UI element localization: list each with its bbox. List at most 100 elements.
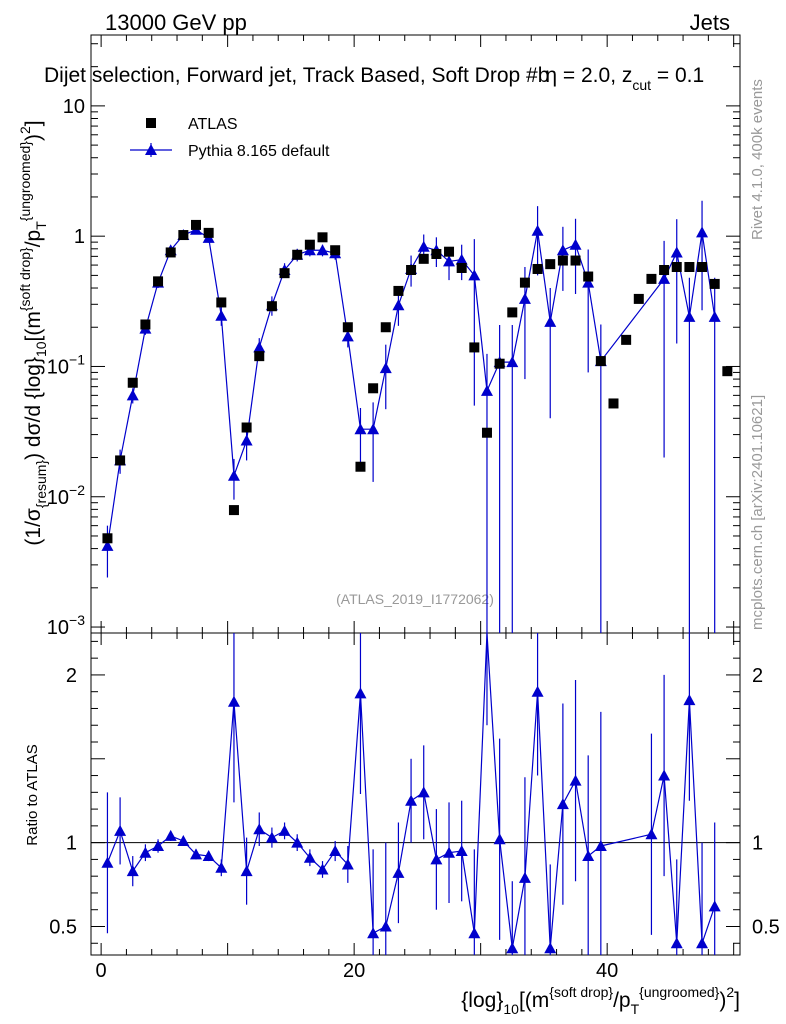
atlas-point <box>292 249 303 260</box>
ratio-point <box>341 858 354 870</box>
y-tick-exponent: −3 <box>69 612 85 628</box>
atlas-point <box>532 263 543 274</box>
atlas-point <box>241 422 252 433</box>
pythia-point <box>544 315 557 327</box>
pythia-point <box>126 389 139 401</box>
atlas-point <box>165 247 176 258</box>
x-label-b: 10 <box>503 1001 519 1017</box>
pythia-point <box>670 246 683 258</box>
pythia-point <box>468 269 481 281</box>
ratio-point <box>379 920 392 932</box>
y-tick-exponent: −2 <box>69 482 85 498</box>
atlas-point <box>633 293 644 304</box>
ratio-point <box>329 845 342 857</box>
x-label-e: /p <box>613 989 631 1012</box>
plot-title: Dijet selection, Forward jet, Track Base… <box>44 64 704 93</box>
atlas-point <box>178 230 189 241</box>
atlas-point <box>709 278 720 289</box>
atlas-point <box>342 322 353 333</box>
ratio-point <box>531 685 544 697</box>
y-label-k: 2 <box>17 126 33 134</box>
atlas-point <box>380 322 391 333</box>
ratio-tick-label-right: 0.5 <box>752 916 780 938</box>
ratio-point <box>152 839 165 851</box>
y-tick-label-main: 10−2 <box>47 482 85 509</box>
ratio-point <box>443 846 456 858</box>
ratio-point <box>493 833 506 845</box>
ratio-point <box>658 769 671 781</box>
pythia-point <box>708 310 721 322</box>
y-tick-exponent: −1 <box>69 351 85 367</box>
plot-title-main: Dijet selection, Forward jet, Track Base… <box>44 64 549 87</box>
ratio-point <box>126 865 139 877</box>
ratio-point <box>114 824 127 836</box>
y-tick-label-main: 10−1 <box>47 351 85 378</box>
ratio-tick-label-right: 1 <box>752 833 763 855</box>
atlas-point <box>545 259 556 270</box>
pythia-point <box>341 330 354 342</box>
atlas-point <box>481 427 492 438</box>
atlas-point <box>153 276 164 287</box>
legend-label-atlas: ATLAS <box>188 116 238 133</box>
ratio-point <box>177 834 190 846</box>
x-label-a: {log} <box>461 989 503 1012</box>
x-axis-label: {log}10[(m{soft drop}/pT{ungroomed})2] <box>461 984 740 1017</box>
y-tick-label-main: 1 <box>74 226 85 248</box>
ratio-point <box>569 774 582 786</box>
atlas-point <box>203 227 214 238</box>
rivet-version-label: Rivet 4.1.0, 400k events <box>749 79 766 240</box>
x-label-c: [(m <box>519 989 549 1012</box>
plot-title-eta: η = 2.0, z <box>545 64 632 87</box>
atlas-point <box>266 301 277 312</box>
plot-title-cut: cut <box>632 77 651 93</box>
pythia-point <box>531 224 544 236</box>
ratio-point <box>594 839 607 851</box>
atlas-point <box>557 255 568 266</box>
atlas-point <box>406 265 417 276</box>
atlas-point <box>444 246 455 257</box>
pythia-point <box>683 310 696 322</box>
y-label-c: ) dσ/d {log} <box>22 357 45 460</box>
ratio-point <box>240 865 253 877</box>
ratio-point <box>468 927 481 939</box>
atlas-series-main <box>102 219 733 544</box>
atlas-point <box>684 261 695 272</box>
pythia-point <box>101 539 114 551</box>
atlas-point <box>330 245 341 256</box>
atlas-point <box>469 342 480 353</box>
atlas-point <box>621 334 632 345</box>
ratio-point <box>683 694 696 706</box>
ratio-point <box>670 937 683 949</box>
atlas-point <box>456 262 467 273</box>
pythia-point <box>556 244 569 256</box>
x-label-g: {ungroomed} <box>639 984 720 1000</box>
ratio-point <box>215 861 228 873</box>
y-axis-label: (1/σ{resum}) dσ/d {log}10[(m{soft drop}/… <box>17 120 49 545</box>
atlas-point <box>317 232 328 243</box>
pythia-point <box>253 341 266 353</box>
process-label: Jets <box>690 10 730 35</box>
pythia-point <box>455 253 468 265</box>
x-label-h: ) <box>719 989 726 1012</box>
pythia-point <box>367 423 380 435</box>
ratio-point <box>303 851 316 863</box>
ratio-point <box>417 786 430 798</box>
pythia-point <box>354 423 367 435</box>
y-label-j: ) <box>22 134 45 141</box>
pythia-point <box>569 238 582 250</box>
pythia-point <box>480 384 493 396</box>
ratio-plot-frame <box>90 632 741 956</box>
atlas-point <box>722 366 733 377</box>
atlas-point <box>583 271 594 282</box>
atlas-point <box>254 351 265 362</box>
x-label-f: T <box>631 1001 640 1017</box>
ratio-point <box>101 856 114 868</box>
atlas-point <box>608 398 619 409</box>
ratio-point <box>708 900 721 912</box>
y-label-f: {soft drop} <box>17 247 33 311</box>
y-label-h: T <box>33 221 49 230</box>
ratio-point <box>392 866 405 878</box>
y-label-d: 10 <box>33 341 49 357</box>
